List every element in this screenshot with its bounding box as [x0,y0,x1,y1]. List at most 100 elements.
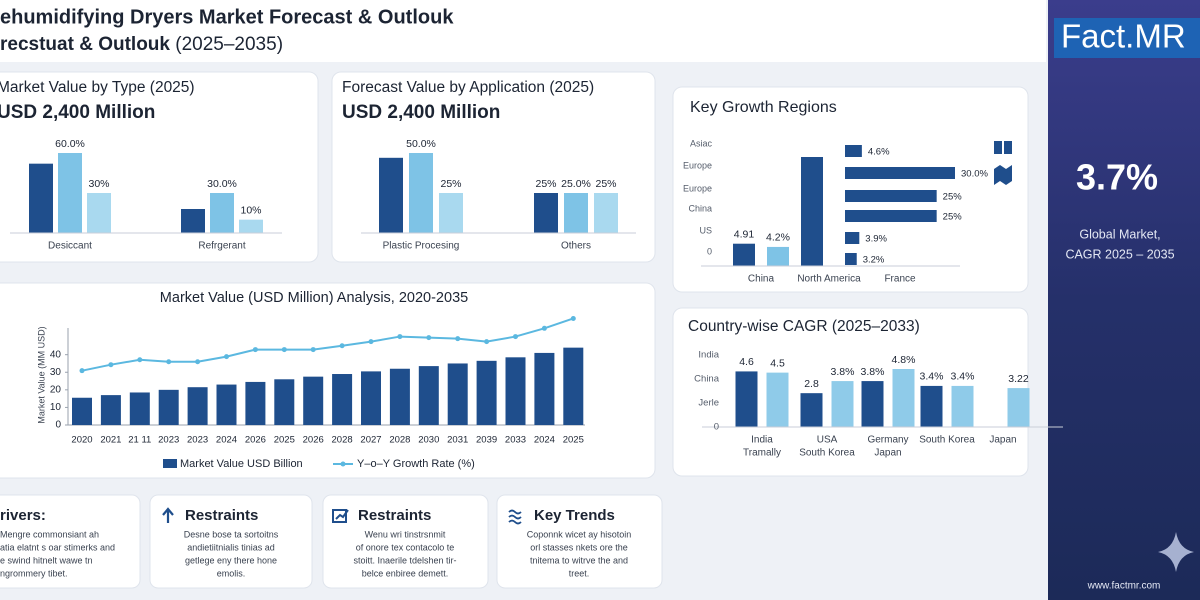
y-tick-label: 10 [50,402,62,413]
icon-chart [332,509,347,523]
y-axis-label: China [694,374,720,385]
bar [766,372,789,427]
x-tick-label: South Korea [799,448,855,459]
bar [563,347,584,425]
bar [439,193,463,233]
bar [239,219,263,233]
card-title: Restraints [358,507,431,524]
y-tick-label: 40 [50,349,62,360]
line-point [426,335,432,341]
value-label: 25% [943,192,963,203]
line-point [397,334,403,340]
line-point [224,354,229,360]
x-tick-label: France [884,274,916,285]
card-trends [496,494,663,589]
cagr-value: 3.7% [1076,157,1158,198]
bar [845,210,937,222]
page-subtitle: recstuat & Outlouk (2025–2035) [0,34,283,55]
x-tick-label: India [751,435,773,446]
value-label: 30% [88,178,109,190]
bar [158,389,179,425]
website: www.factmr.com [1087,581,1161,592]
card-text: belce enbiree demett. [362,568,449,578]
value-label: 4.6% [868,147,890,158]
bar [735,371,758,427]
card-drivers [0,494,141,589]
x-tick-label: 21 11 [128,435,151,446]
value-label: 3.22 [1008,373,1029,385]
bar [845,190,937,202]
value-label: 25% [595,178,616,190]
value-label: 3.8% [861,366,885,378]
cagr-caption: Global Market, [1079,227,1160,241]
y-tick-label: China [688,203,712,213]
bar [332,374,353,425]
value-label: 2.8 [804,378,819,390]
page-title: ehumidifying Dryers Market Forecast & Ou… [0,6,454,28]
x-tick-label: China [748,274,775,285]
header-band [0,0,1046,62]
card-text: getlege eny there hone [185,555,277,565]
x-tick-label: 2030 [418,435,439,446]
chart-title: Forecast Value by Application (2025) [342,79,594,96]
bar [845,167,955,179]
bar [87,193,111,233]
line-point [108,362,114,368]
value-label: 4.5 [770,357,785,369]
icon-book [994,141,1012,154]
bar [181,209,205,233]
bar [216,384,237,425]
bar [476,360,497,425]
bar [409,153,433,233]
bar [801,157,823,266]
value-label: 50.0% [406,138,436,150]
subtitle-main: recstuat & Outlouk [0,34,170,55]
x-tick-label: 2025 [274,435,295,446]
value-label: 25% [943,212,963,223]
bar [845,253,857,265]
x-tick-label: Japan [874,448,901,459]
line-point [513,334,518,340]
card-title: Key Trends [534,507,615,524]
legend-label: Y–o–Y Growth Rate (%) [357,458,475,470]
chart-title: Market Value (USD Million) Analysis, 202… [160,290,468,306]
y-axis-title: Market Value (MM USD) [36,326,46,423]
bar [361,371,381,425]
value-label: 10% [240,204,261,216]
value-label: 30.0% [207,178,237,190]
x-tick-label: USA [817,435,838,446]
legend-swatch [163,459,177,468]
bar [861,381,884,427]
x-tick-label: Germany [867,435,908,446]
x-tick-label: 2031 [447,435,468,446]
value-label: 3.8% [831,366,855,378]
line-point [281,347,287,353]
bar [129,392,150,425]
line-point [455,336,461,342]
line-point [368,339,374,345]
value-label: 3.2% [863,255,885,266]
card-title: Restraints [185,507,258,524]
card-text: stoitt. Inaerile tdelshen tir- [353,555,456,565]
y-axis-label: India [698,350,719,361]
card-restraints-2 [322,494,489,589]
line-point [339,343,345,349]
y-tick-label: US [699,225,712,235]
card-text: Coponnk wicet ay hisotoin [527,529,632,539]
card-text: e swind hitnelt wawe tn [0,555,93,565]
chart-title: Market Value by Type (2025) [0,79,195,96]
y-tick-label: 30 [50,367,62,378]
value-label: 25% [535,178,556,190]
card-text: orl stasses nkets ore the [530,542,628,552]
y-tick-label: 0 [707,246,712,256]
card-text: Desne bose ta sortoitns [184,529,279,539]
y-tick-label: Asiac [690,138,713,148]
x-tick-label: Refrgerant [198,241,245,252]
bar [892,369,915,427]
card-text: emolis. [217,568,246,578]
card-text: Mengre commonsiant ah [0,529,99,539]
x-tick-label: 2033 [505,435,526,446]
value-label: 25.0% [561,178,591,190]
